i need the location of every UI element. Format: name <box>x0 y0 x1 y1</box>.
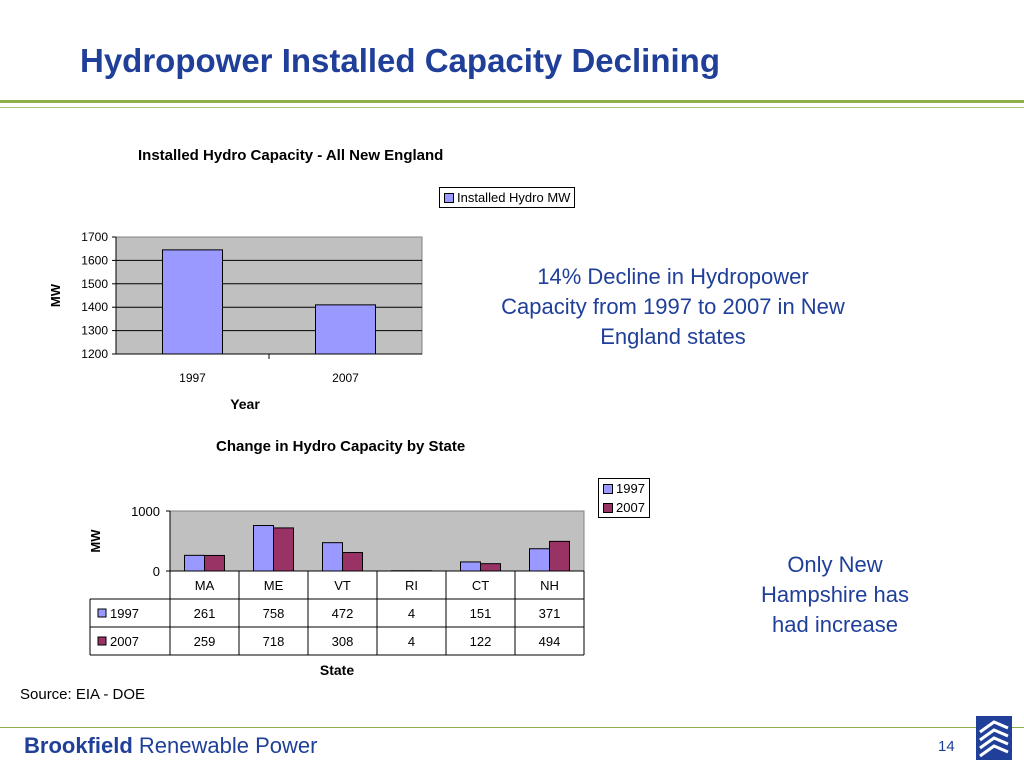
chart2-legend-item-1997: 1997 <box>599 479 649 498</box>
chart1-y-tick-label: 1700 <box>81 230 108 244</box>
chart2-x-tick-label: NH <box>540 578 559 593</box>
chart2-table-series-label: 1997 <box>110 606 139 621</box>
chart2-legend-item-2007: 2007 <box>599 498 649 517</box>
chart2-x-tick-label: CT <box>472 578 489 593</box>
brand-rest: Renewable Power <box>138 733 318 758</box>
chart2-table-value: 371 <box>539 606 561 621</box>
nh-note: Only New Hampshire has had increase <box>761 552 909 637</box>
chart2-bar-2007 <box>273 527 294 572</box>
chart2-bar-1997 <box>529 548 550 572</box>
chart2-table-swatch <box>97 636 107 646</box>
chart2-table-value: 308 <box>332 634 354 649</box>
chart2-table-value: 4 <box>408 634 415 649</box>
brand-bold: Brookfield <box>24 733 133 758</box>
chart2-x-tick-label: RI <box>405 578 418 593</box>
chart1-bar <box>315 304 376 355</box>
chart2-table-swatch <box>97 608 107 618</box>
chart2-y-tick-label: 1000 <box>131 504 160 519</box>
slide-title: Hydropower Installed Capacity Declining <box>80 42 720 79</box>
chart2-table-value: 122 <box>470 634 492 649</box>
chart2-legend-swatch-2007 <box>603 502 613 513</box>
chart2-x-tick-label: VT <box>334 578 351 593</box>
chart2-bar-2007 <box>480 563 501 572</box>
chart1-x-tick-label: 2007 <box>332 371 359 385</box>
chart1-title: Installed Hydro Capacity - All New Engla… <box>138 147 444 164</box>
brookfield-logo-icon <box>976 716 1012 760</box>
chart2-legend-label-2007: 2007 <box>616 500 645 515</box>
chart2-y-axis-label: MW <box>88 529 103 553</box>
source-text: Source: EIA - DOE <box>20 686 146 703</box>
chart2: 0 1000 MA 261 259 ME 758 718 VT 472 308 RI 4 4 CT 151 12… <box>88 504 585 678</box>
chart2-x-tick-label: ME <box>264 578 284 593</box>
page-number: 14 <box>938 738 955 755</box>
chart2-table-series-label: 2007 <box>110 634 139 649</box>
chart2-plot-area <box>169 510 585 572</box>
chart1-legend-label: Installed Hydro MW <box>457 190 571 205</box>
chart1-x-tick-label: 1997 <box>179 371 206 385</box>
chart1-legend-item: Installed Hydro MW <box>440 188 574 207</box>
chart1-y-tick-label: 1600 <box>81 253 108 267</box>
chart2-legend-label-1997: 1997 <box>616 481 645 496</box>
chart1-y-axis-label: MW <box>48 283 63 307</box>
chart2-table-value: 259 <box>194 634 216 649</box>
chart2-table-value: 151 <box>470 606 492 621</box>
chart2-x-tick-label: MA <box>195 578 215 593</box>
chart2-legend-swatch-1997 <box>603 483 613 494</box>
chart1: 1200 1300 1400 1500 1600 1700 1997 2007 Year MW <box>48 230 423 412</box>
chart2-y-tick-label: 0 <box>153 564 160 579</box>
chart2-title: Change in Hydro Capacity by State <box>216 438 466 455</box>
header-rule <box>0 100 1024 103</box>
decline-note: 14% Decline in Hydropower Capacity from … <box>501 264 845 349</box>
chart2-legend: 1997 2007 <box>598 478 650 518</box>
chart2-bar-1997 <box>460 561 481 572</box>
footer-rule <box>0 727 1024 728</box>
chart1-y-tick-label: 1300 <box>81 324 108 338</box>
chart2-bar-2007 <box>342 552 363 572</box>
chart1-y-tick-label: 1200 <box>81 347 108 361</box>
chart2-table-value: 758 <box>263 606 285 621</box>
chart1-x-axis-label: Year <box>230 396 260 412</box>
brand-name: Brookfield Renewable Power <box>24 733 317 759</box>
chart2-bar-1997 <box>322 542 343 572</box>
chart2-bar-1997 <box>184 554 205 572</box>
header-rule-thin <box>0 107 1024 108</box>
chart1-plot-area <box>115 236 423 355</box>
chart1-legend-swatch <box>444 192 454 203</box>
chart2-x-axis-label: State <box>320 662 354 678</box>
chart2-table-value: 261 <box>194 606 216 621</box>
chart1-legend: Installed Hydro MW <box>439 187 576 208</box>
chart2-table-value: 472 <box>332 606 354 621</box>
chart1-y-tick-label: 1500 <box>81 277 108 291</box>
chart1-y-tick-label: 1400 <box>81 300 108 314</box>
chart2-bar-2007 <box>204 554 225 572</box>
chart2-table-value: 4 <box>408 606 415 621</box>
chart2-table-value: 494 <box>539 634 561 649</box>
chart1-bar <box>162 249 223 355</box>
chart2-bar-2007 <box>549 540 570 572</box>
chart2-bar-1997 <box>253 525 274 572</box>
chart2-table-value: 718 <box>263 634 285 649</box>
